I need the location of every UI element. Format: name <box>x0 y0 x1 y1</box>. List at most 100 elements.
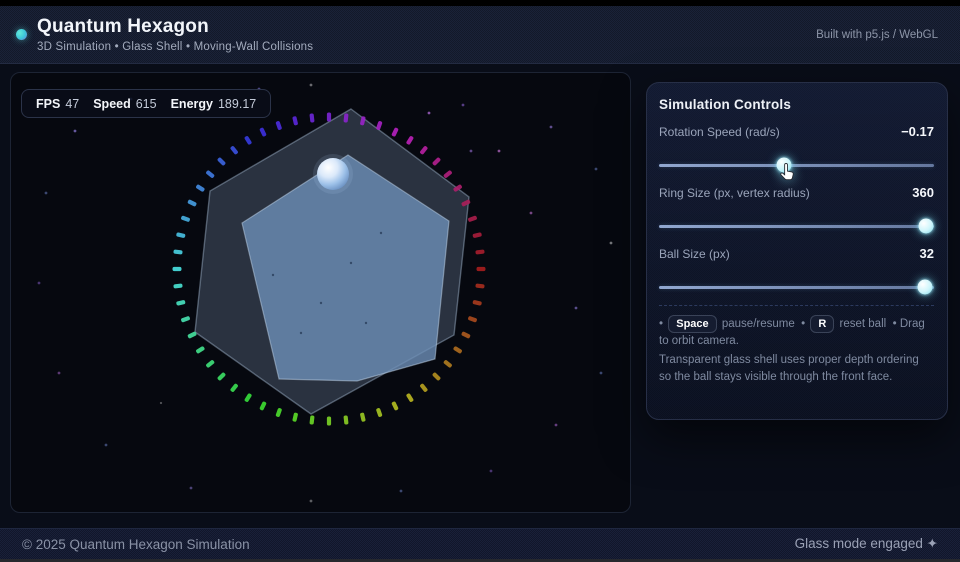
glass-note: Transparent glass shell uses proper dept… <box>659 353 919 383</box>
ring-dash <box>432 157 441 166</box>
star-particle <box>461 103 465 107</box>
ring-dash <box>309 415 315 425</box>
ball-size-slider[interactable] <box>659 279 934 295</box>
ring-dash <box>172 266 182 272</box>
drag-desc: Drag to orbit camera. <box>659 318 925 348</box>
rotation-speed-control: Rotation Speed (rad/s) −0.17 <box>659 124 934 181</box>
stat-fps-label: FPS <box>36 96 61 111</box>
ring-size-slider-track[interactable] <box>659 225 934 228</box>
ball-size-slider-track[interactable] <box>659 286 934 289</box>
kbd-r: R <box>810 315 835 333</box>
simulation-canvas[interactable]: FPS 47 Speed 615 Energy 189.17 <box>10 72 631 513</box>
ring-dash <box>420 146 428 155</box>
bullet: • <box>801 318 806 330</box>
mouse-cursor-hand-icon <box>779 162 794 181</box>
ring-dash <box>309 113 315 123</box>
r-desc: reset ball <box>839 318 887 330</box>
face-speck <box>379 231 383 235</box>
ring-dash <box>230 383 238 392</box>
ring-dash <box>230 146 238 155</box>
brand-dot-icon <box>16 29 27 40</box>
app-header: Quantum Hexagon 3D Simulation • Glass Sh… <box>0 6 960 64</box>
shortcuts-line: • Space pause/resume • R reset ball • Dr… <box>659 315 934 351</box>
stat-speed-label: Speed <box>93 96 131 111</box>
ring-size-label: Ring Size (px, vertex radius) <box>659 186 810 200</box>
ring-dash <box>292 412 298 422</box>
ring-dash <box>476 266 486 272</box>
face-speck <box>349 261 353 265</box>
panel-title: Simulation Controls <box>659 97 792 112</box>
ring-dash <box>173 249 183 255</box>
stat-energy: Energy 189.17 <box>171 97 257 111</box>
ring-dash <box>181 316 190 323</box>
star-particle <box>427 111 431 115</box>
bottom-strip <box>0 559 960 562</box>
ring-dash <box>173 283 183 289</box>
ring-dash <box>472 300 482 306</box>
bullet: • <box>892 318 897 330</box>
star-particle <box>599 371 603 375</box>
ring-dash <box>472 232 482 238</box>
ball-size-control: Ball Size (px) 32 <box>659 246 934 295</box>
ring-dash <box>196 184 205 192</box>
ball-size-slider-thumb[interactable] <box>917 279 933 295</box>
ring-dash <box>391 127 399 137</box>
bullet: • <box>659 318 664 330</box>
ball-size-value: 32 <box>919 246 934 261</box>
kbd-space: Space <box>668 315 717 333</box>
ring-dash <box>181 215 190 222</box>
page-title: Quantum Hexagon <box>37 16 209 38</box>
bouncing-ball <box>317 158 349 190</box>
ring-dash <box>461 199 471 207</box>
face-speck <box>299 331 303 335</box>
ring-dash <box>360 116 366 126</box>
ring-dash <box>206 360 215 368</box>
top-strip <box>0 0 960 6</box>
ring-size-slider-thumb[interactable] <box>918 218 934 234</box>
star-particle <box>554 423 558 427</box>
rotation-speed-slider[interactable] <box>659 157 934 181</box>
star-particle <box>73 129 77 133</box>
ring-dash <box>432 372 441 381</box>
ring-dash <box>468 316 477 323</box>
stat-speed: Speed 615 <box>93 97 156 111</box>
ring-dash <box>176 300 186 306</box>
brand-text: Quantum Hexagon 3D Simulation • Glass Sh… <box>37 16 313 53</box>
built-with-label: Built with p5.js / WebGL <box>816 28 938 41</box>
ring-dash <box>217 157 226 166</box>
ring-dash <box>176 232 186 238</box>
ring-dash <box>187 199 197 207</box>
brand: Quantum Hexagon 3D Simulation • Glass Sh… <box>16 16 313 53</box>
rotation-speed-slider-track[interactable] <box>659 164 934 167</box>
star-particle <box>104 443 108 447</box>
ring-dash <box>461 331 471 339</box>
ring-dash <box>391 401 399 411</box>
ring-dash <box>343 415 349 425</box>
rotation-speed-label: Rotation Speed (rad/s) <box>659 125 780 139</box>
help-section: • Space pause/resume • R reset ball • Dr… <box>659 305 934 386</box>
ring-size-slider[interactable] <box>659 218 934 234</box>
space-desc: pause/resume <box>721 318 795 330</box>
ring-dash <box>292 116 298 126</box>
star-particle <box>399 489 403 493</box>
ring-dash <box>475 283 485 289</box>
ring-dash <box>259 127 267 137</box>
stat-energy-value: 189.17 <box>217 96 257 111</box>
star-particle <box>529 211 533 215</box>
hexagon-scene <box>37 83 613 503</box>
ring-size-value: 360 <box>912 185 934 200</box>
ring-dash <box>443 360 452 368</box>
ring-dash <box>326 112 332 122</box>
star-particle <box>549 125 553 129</box>
star-particle <box>609 241 613 245</box>
stat-energy-label: Energy <box>170 96 213 111</box>
ring-dash <box>244 393 252 402</box>
ring-dash <box>468 215 477 222</box>
ring-dash <box>376 408 383 417</box>
ring-dash <box>275 408 282 417</box>
star-particle <box>574 306 578 310</box>
ring-dash <box>259 401 267 411</box>
ring-size-control: Ring Size (px, vertex radius) 360 <box>659 185 934 234</box>
star-particle <box>497 149 501 153</box>
